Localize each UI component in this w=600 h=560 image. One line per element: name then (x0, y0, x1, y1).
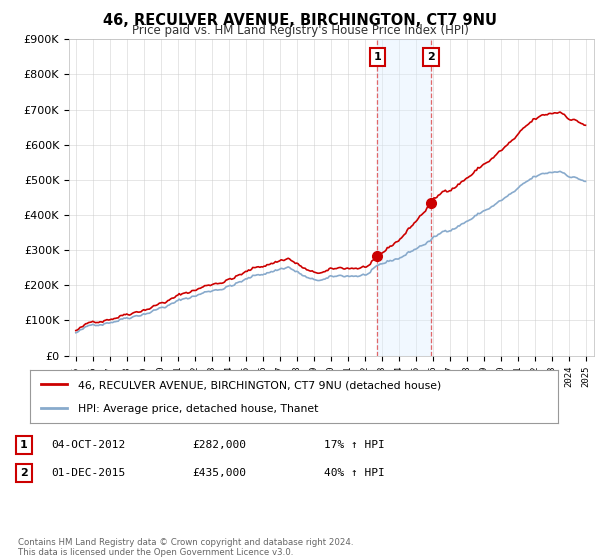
Text: 17% ↑ HPI: 17% ↑ HPI (324, 440, 385, 450)
Text: 1: 1 (20, 440, 28, 450)
Text: 1: 1 (373, 52, 381, 62)
Text: Price paid vs. HM Land Registry's House Price Index (HPI): Price paid vs. HM Land Registry's House … (131, 24, 469, 37)
Text: 04-OCT-2012: 04-OCT-2012 (51, 440, 125, 450)
Text: Contains HM Land Registry data © Crown copyright and database right 2024.
This d: Contains HM Land Registry data © Crown c… (18, 538, 353, 557)
Text: 46, RECULVER AVENUE, BIRCHINGTON, CT7 9NU: 46, RECULVER AVENUE, BIRCHINGTON, CT7 9N… (103, 13, 497, 28)
Text: HPI: Average price, detached house, Thanet: HPI: Average price, detached house, Than… (77, 404, 318, 414)
Text: 2: 2 (20, 468, 28, 478)
Text: £282,000: £282,000 (192, 440, 246, 450)
Text: 01-DEC-2015: 01-DEC-2015 (51, 468, 125, 478)
Text: 40% ↑ HPI: 40% ↑ HPI (324, 468, 385, 478)
Text: £435,000: £435,000 (192, 468, 246, 478)
Text: 2: 2 (427, 52, 435, 62)
Bar (377, 39, 431, 356)
Text: 46, RECULVER AVENUE, BIRCHINGTON, CT7 9NU (detached house): 46, RECULVER AVENUE, BIRCHINGTON, CT7 9N… (77, 381, 441, 390)
